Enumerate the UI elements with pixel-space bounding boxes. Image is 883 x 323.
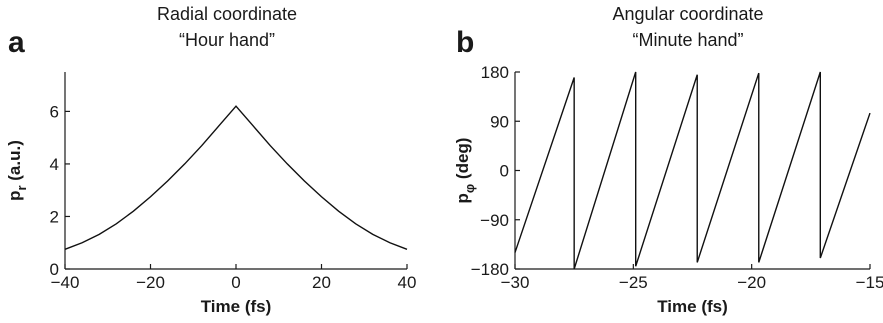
- x-tick-label: 40: [398, 273, 417, 292]
- y-tick-label: 0: [500, 162, 509, 181]
- chart-subtitle: “Hour hand”: [179, 30, 275, 50]
- y-axis-label: pφ (deg): [453, 138, 477, 204]
- chart-subtitle: “Minute hand”: [632, 30, 743, 50]
- y-axis-label-unit: (a.u.): [5, 140, 24, 185]
- panel-letter: a: [8, 26, 25, 59]
- y-axis-label-unit: (deg): [453, 138, 472, 184]
- x-tick-label: 20: [312, 273, 331, 292]
- panel-letter: b: [456, 26, 474, 59]
- x-tick-label: −30: [501, 273, 530, 292]
- x-tick-label: −40: [51, 273, 80, 292]
- y-tick-label: 90: [490, 112, 509, 131]
- series-line: [514, 71, 871, 270]
- y-axis-label-main: p: [5, 191, 24, 201]
- series-line: [64, 105, 408, 250]
- y-tick-label: −180: [471, 260, 509, 279]
- y-tick-label: −90: [480, 211, 509, 230]
- chart-title: Radial coordinate: [157, 4, 297, 24]
- y-tick-label: 6: [50, 102, 59, 121]
- x-axis-label: Time (fs): [201, 297, 272, 316]
- x-tick-label: 0: [231, 273, 240, 292]
- chart-title: Angular coordinate: [612, 4, 763, 24]
- y-tick-label: 2: [50, 207, 59, 226]
- x-tick-label: −25: [619, 273, 648, 292]
- y-axis-label-sub: r: [14, 185, 29, 190]
- y-tick-label: 4: [50, 155, 59, 174]
- y-axis-label: pr (a.u.): [5, 140, 29, 201]
- y-tick-label: 0: [50, 260, 59, 279]
- y-tick-label: 180: [481, 63, 509, 82]
- x-axis-label: Time (fs): [657, 297, 728, 316]
- x-tick-label: −20: [136, 273, 165, 292]
- chart-panel-b: b Angular coordinate “Minute hand” −30 −25 −2…: [453, 4, 883, 316]
- y-axis-label-main: p: [453, 193, 472, 203]
- x-tick-label: −20: [737, 273, 766, 292]
- y-axis-label-sub: φ: [462, 184, 477, 193]
- x-tick-label: −15: [856, 273, 883, 292]
